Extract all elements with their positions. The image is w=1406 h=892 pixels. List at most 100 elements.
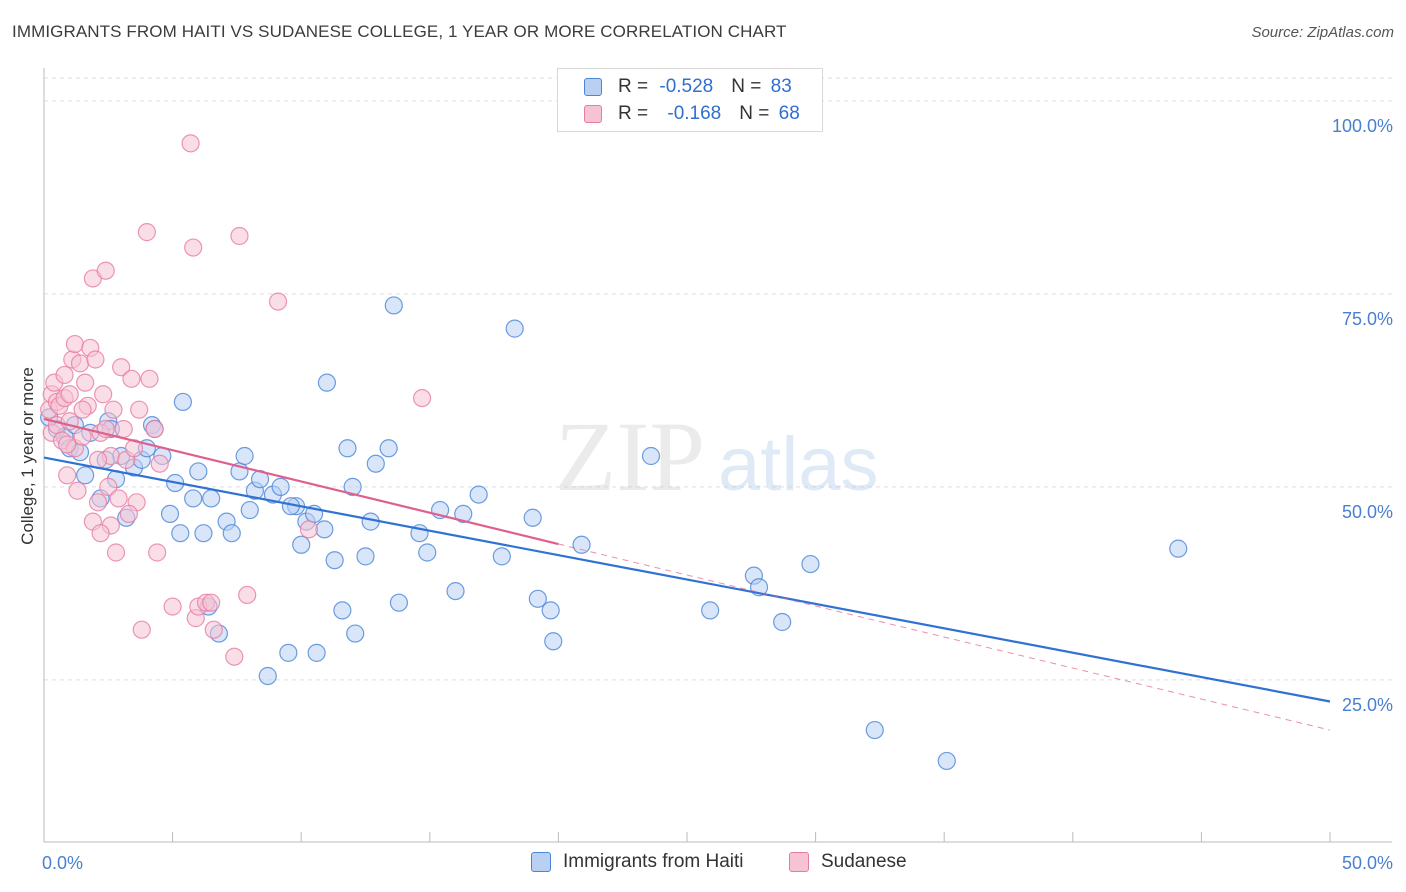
- sudanese-point: [145, 419, 164, 439]
- haiti-point: [76, 466, 95, 485]
- sudanese-point: [119, 504, 138, 524]
- series-legend-sudanese[interactable]: Sudanese: [789, 851, 907, 873]
- sudanese-point: [268, 292, 288, 311]
- haiti-point: [937, 751, 956, 771]
- trend-lines: [43, 417, 1331, 731]
- y-axis-title: College, 1 year or more: [18, 367, 37, 545]
- haiti-point: [773, 612, 792, 632]
- haiti-point: [292, 535, 311, 554]
- series-legend-haiti[interactable]: Immigrants from Haiti: [531, 851, 744, 873]
- haiti-point: [160, 504, 180, 524]
- haiti-point: [801, 554, 820, 574]
- y-tick-label: 75.0%: [1342, 309, 1393, 329]
- sudanese-point: [132, 620, 151, 639]
- sudanese-point: [86, 350, 105, 369]
- series-swatch-haiti: [531, 852, 551, 872]
- haiti-point: [541, 601, 560, 620]
- sudanese-point: [65, 334, 84, 354]
- legend-n-label: N =: [739, 103, 775, 124]
- haiti-trend-line: [43, 456, 1331, 703]
- haiti-point: [189, 462, 208, 481]
- sudanese-point: [181, 134, 200, 153]
- sudanese-point: [106, 543, 126, 562]
- sudanese-point: [204, 620, 223, 639]
- haiti-point: [389, 593, 409, 612]
- sudanese-point: [148, 543, 167, 562]
- haiti-point: [384, 296, 403, 315]
- y-tick-label: 50.0%: [1342, 502, 1393, 522]
- haiti-point: [315, 520, 334, 539]
- haiti-point: [271, 477, 290, 496]
- sudanese-point: [114, 419, 133, 439]
- series-swatch-sudanese: [789, 852, 809, 872]
- sudanese-point: [58, 435, 77, 454]
- sudanese-point: [109, 489, 128, 508]
- sudanese-point: [299, 520, 319, 539]
- haiti-point: [235, 446, 254, 466]
- sudanese-point: [112, 358, 131, 377]
- haiti-point: [338, 439, 357, 458]
- sudanese-point: [140, 369, 159, 388]
- sudanese-point: [230, 226, 249, 246]
- sudanese-point: [73, 400, 92, 419]
- haiti-point: [356, 547, 375, 566]
- sudanese-point: [130, 400, 149, 419]
- source-label: Source: ZipAtlas.com: [1251, 24, 1394, 41]
- sudanese-point: [94, 385, 113, 404]
- haiti-point: [222, 524, 241, 543]
- watermark-zip: ZIP: [555, 401, 705, 512]
- watermark: ZIP atlas: [555, 401, 879, 512]
- legend-row-sudanese: R = -0.168 N = 68: [584, 101, 800, 127]
- legend-n-value: 83: [770, 76, 792, 97]
- axes: [43, 68, 1392, 843]
- haiti-point: [202, 489, 221, 508]
- haiti-point: [346, 624, 365, 643]
- haiti-point: [865, 720, 884, 740]
- haiti-point: [173, 392, 192, 412]
- haiti-point: [446, 581, 465, 601]
- haiti-point: [505, 319, 524, 338]
- haiti-point: [317, 373, 337, 392]
- haiti-point: [544, 632, 563, 651]
- sudanese-point: [238, 585, 257, 605]
- sudanese-point: [163, 597, 182, 616]
- haiti-point: [572, 535, 591, 554]
- haiti-point: [194, 524, 213, 543]
- haiti-point: [528, 589, 547, 608]
- x-tick-label: 50.0%: [1342, 853, 1393, 873]
- haiti-point: [523, 508, 542, 527]
- legend-r-label: R =: [618, 76, 654, 97]
- haiti-point: [184, 489, 203, 508]
- sudanese-point: [99, 477, 118, 496]
- sudanese-point: [184, 238, 203, 257]
- haiti-point: [379, 439, 398, 458]
- haiti-point: [307, 643, 326, 662]
- haiti-point: [641, 446, 661, 466]
- haiti-point: [171, 524, 190, 543]
- sudanese-point: [70, 354, 90, 373]
- haiti-point: [333, 601, 352, 620]
- sudanese-point: [58, 466, 77, 485]
- sudanese-point: [91, 524, 110, 543]
- haiti-point: [258, 666, 277, 686]
- sudanese-point: [137, 223, 156, 242]
- legend-r-label: R =: [618, 103, 654, 124]
- series-legend: Immigrants from Haiti Sudanese: [0, 851, 1406, 879]
- legend-n-label: N =: [731, 76, 767, 97]
- legend-r-value: -0.168: [667, 103, 722, 124]
- haiti-point: [366, 454, 385, 473]
- legend-swatch-haiti: [584, 78, 602, 96]
- sudanese-trend-line: [43, 417, 559, 546]
- sudanese-point: [68, 481, 87, 500]
- legend-swatch-sudanese: [584, 105, 602, 123]
- sudanese-point: [202, 593, 221, 612]
- sudanese-point: [88, 493, 108, 512]
- haiti-point: [325, 551, 344, 570]
- haiti-point: [454, 504, 473, 524]
- haiti-point: [469, 485, 488, 504]
- sudanese-point: [104, 400, 123, 419]
- x-tick-label: 0.0%: [42, 853, 83, 873]
- haiti-point: [1169, 539, 1188, 558]
- legend-row-haiti: R = -0.528 N = 83: [584, 74, 792, 100]
